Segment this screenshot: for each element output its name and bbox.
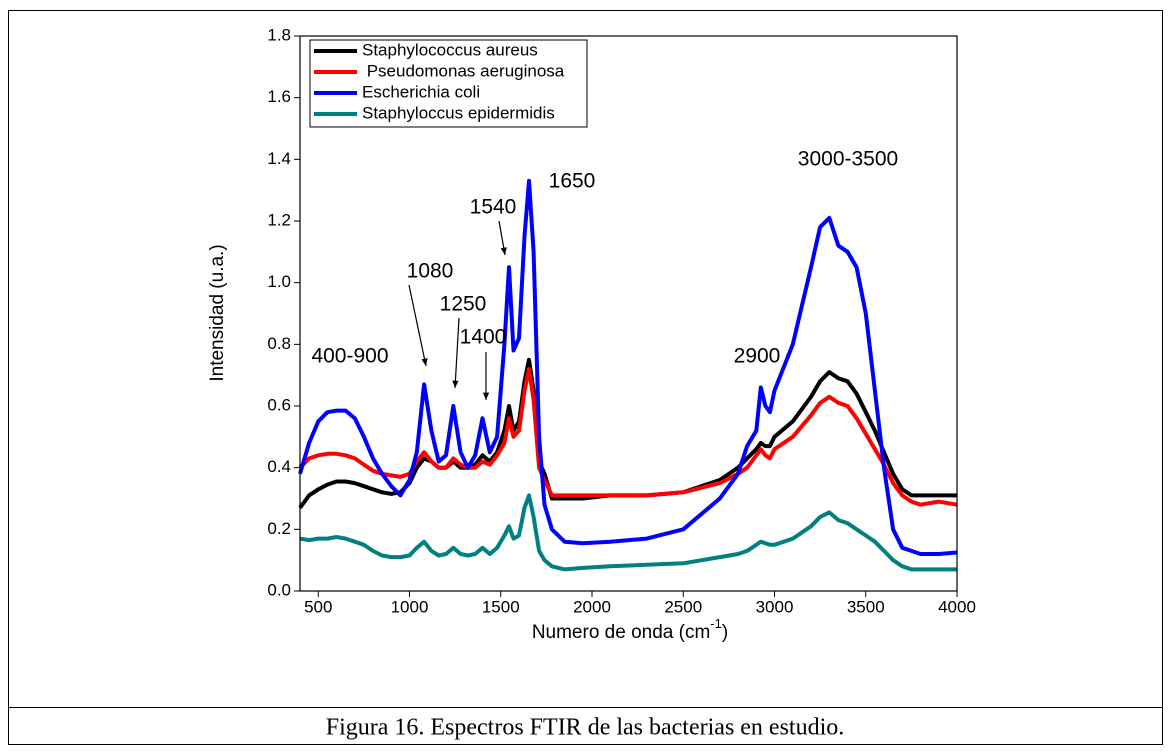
annotation: 1080 (407, 260, 454, 283)
x-label-text: Numero de onda (cm (532, 622, 710, 643)
annotation: 1540 (470, 196, 517, 219)
series-line (298, 178, 958, 556)
arrow-head (421, 358, 428, 366)
y-axis-label: Intensidad (u.a.) (207, 244, 228, 381)
annotation: 1400 (460, 326, 507, 349)
arrow (408, 284, 427, 367)
x-tick-label: 3000 (756, 597, 794, 616)
y-tick-label: 0.8 (267, 334, 291, 353)
x-tick-label: 2000 (573, 597, 611, 616)
series-line (298, 367, 958, 507)
y-tick-label: 0.4 (267, 457, 291, 476)
x-label-sup: -1 (710, 616, 722, 631)
plot-frame (299, 35, 958, 592)
legend-label: Staphyloccus epidermidis (362, 103, 555, 122)
legend-label: Pseudomonas aeruginosa (362, 61, 565, 80)
annotation: 2900 (734, 345, 781, 368)
legend-label: Escherichia coli (362, 82, 480, 101)
annotation: 3000-3500 (798, 148, 898, 171)
y-tick-label: 0.0 (267, 580, 291, 599)
y-tick-label: 1.0 (267, 272, 291, 291)
x-label-suffix: ) (722, 622, 728, 643)
x-tick-label: 1000 (391, 597, 429, 616)
arrow (454, 317, 460, 389)
x-tick-label: 1500 (482, 597, 520, 616)
caption: Figura 16. Espectros FTIR de las bacteri… (326, 715, 845, 741)
legend-label: Staphylococcus aureus (362, 40, 538, 59)
annotation: 1650 (549, 170, 596, 193)
x-tick-label: 2500 (664, 597, 702, 616)
y-tick-label: 1.8 (267, 25, 291, 44)
y-tick-label: 1.6 (267, 87, 291, 106)
series-line (299, 493, 957, 572)
frame (8, 10, 1163, 745)
y-tick-label: 0.2 (267, 519, 291, 538)
x-tick-label: 3500 (847, 597, 885, 616)
y-tick-label: 1.4 (267, 149, 291, 168)
arrow-head (482, 392, 490, 400)
arrow-head (500, 247, 507, 255)
x-tick-label: 4000 (938, 597, 976, 616)
annotation: 1250 (440, 293, 487, 316)
y-tick-label: 0.6 (267, 395, 291, 414)
y-tick-label: 1.2 (267, 210, 291, 229)
x-axis-label: Numero de onda (cm-1) (532, 616, 728, 643)
arrow-head (452, 380, 459, 388)
x-tick-label: 500 (304, 597, 332, 616)
series-line (298, 357, 957, 509)
annotation: 400-900 (311, 345, 388, 368)
plot: 0.0 0.2 0.4 0.6 0.8 1.0 1.2 1.4 1.6 1.8 500 1000 150… (267, 25, 976, 616)
